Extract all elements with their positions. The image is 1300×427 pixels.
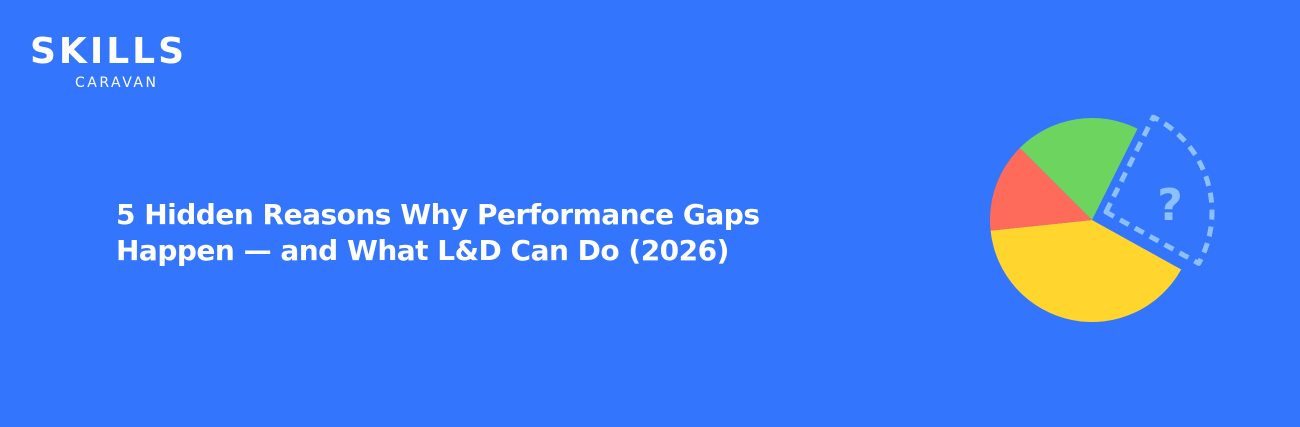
title-line: 5 Hidden Reasons Why Performance Gaps bbox=[116, 198, 760, 231]
pie-slice bbox=[990, 220, 1182, 322]
title-line: Happen — and What L&D Can Do (2026) bbox=[116, 234, 729, 267]
question-mark: ? bbox=[1157, 180, 1183, 231]
pie-slice bbox=[1019, 118, 1138, 220]
logo[interactable]: SKILLS CARAVAN bbox=[30, 31, 187, 91]
logo-tagline: CARAVAN bbox=[75, 75, 158, 91]
missing-slice bbox=[1103, 114, 1215, 266]
logo-name: SKILLS bbox=[30, 31, 187, 72]
pie-slice bbox=[990, 147, 1092, 231]
pie-illustration: ? bbox=[990, 114, 1215, 322]
